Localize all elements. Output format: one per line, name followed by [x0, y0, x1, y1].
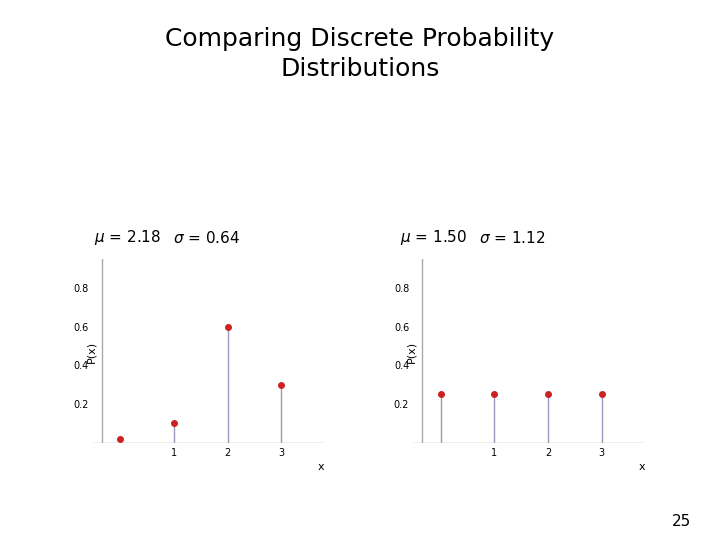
- Text: x: x: [639, 462, 645, 472]
- Text: $\mu$ = 2.18: $\mu$ = 2.18: [94, 228, 161, 247]
- Text: 25: 25: [672, 514, 691, 529]
- Text: $\sigma$ = 1.12: $\sigma$ = 1.12: [479, 230, 545, 246]
- Text: P(x): P(x): [86, 341, 96, 363]
- Text: P(x): P(x): [406, 341, 416, 363]
- Text: x: x: [318, 462, 325, 472]
- Text: $\mu$ = 1.50: $\mu$ = 1.50: [400, 228, 467, 247]
- Text: $\sigma$ = 0.64: $\sigma$ = 0.64: [173, 230, 240, 246]
- Text: Comparing Discrete Probability
Distributions: Comparing Discrete Probability Distribut…: [166, 27, 554, 80]
